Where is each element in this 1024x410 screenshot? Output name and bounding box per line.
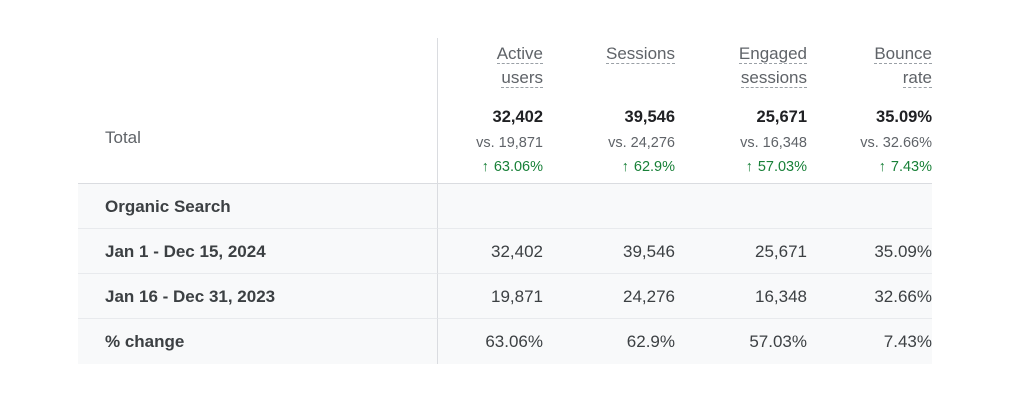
row-value: 19,871	[438, 274, 543, 319]
row-value: 7.43%	[807, 319, 932, 364]
row-value: 16,348	[675, 274, 807, 319]
metric-column-bounce-rate: Bounce rate 35.09% vs. 32.66% ↑ 7.43%	[807, 38, 932, 184]
metric-change-value: 7.43%	[890, 159, 932, 175]
metric-change: ↑ 57.03%	[675, 157, 807, 177]
total-cell: Total	[78, 38, 438, 184]
table-header: Total Active users 32,402 vs. 19,871 ↑ 63…	[78, 38, 946, 184]
metric-header-active-users[interactable]: Active users	[438, 38, 543, 94]
row-value	[807, 184, 932, 229]
metric-header-engaged-sessions[interactable]: Engaged sessions	[675, 38, 807, 94]
metric-total-value: 25,671	[756, 108, 807, 126]
metric-comparison-value: vs. 24,276	[608, 135, 675, 151]
row-value: 25,671	[675, 229, 807, 274]
metric-column-active-users: Active users 32,402 vs. 19,871 ↑ 63.06%	[438, 38, 543, 184]
row-value: 35.09%	[807, 229, 932, 274]
row-value: 39,546	[543, 229, 675, 274]
table-row: Jan 16 - Dec 31, 2023 19,871 24,276 16,3…	[78, 274, 946, 319]
metric-change-value: 62.9%	[633, 159, 675, 175]
row-value	[543, 184, 675, 229]
row-value: 32,402	[438, 229, 543, 274]
table-row: Jan 1 - Dec 15, 2024 32,402 39,546 25,67…	[78, 229, 946, 274]
row-label: % change	[78, 319, 438, 364]
arrow-up-icon: ↑	[481, 159, 489, 175]
metric-title-line1: Active	[496, 44, 543, 64]
table-row: % change 63.06% 62.9% 57.03% 7.43%	[78, 319, 946, 364]
row-value: 32.66%	[807, 274, 932, 319]
metric-title-line2: rate	[902, 68, 932, 88]
row-label: Organic Search	[78, 184, 438, 229]
metric-comparison-value: vs. 19,871	[476, 135, 543, 151]
metric-change: ↑ 62.9%	[543, 157, 675, 177]
row-value	[675, 184, 807, 229]
row-value: 57.03%	[675, 319, 807, 364]
row-value: 24,276	[543, 274, 675, 319]
metric-total-value: 35.09%	[876, 108, 932, 126]
metric-change-value: 57.03%	[757, 159, 807, 175]
metric-title-line1: Bounce	[874, 44, 932, 64]
metric-column-engaged-sessions: Engaged sessions 25,671 vs. 16,348 ↑ 57.0…	[675, 38, 807, 184]
table-row: Organic Search	[78, 184, 946, 229]
arrow-up-icon: ↑	[878, 159, 886, 175]
row-value: 62.9%	[543, 319, 675, 364]
metric-total-value: 32,402	[492, 108, 543, 126]
metric-header-bounce-rate[interactable]: Bounce rate	[807, 38, 932, 94]
metric-title-line2: sessions	[740, 68, 807, 88]
metric-change: ↑ 7.43%	[807, 157, 932, 177]
comparison-report-table: Total Active users 32,402 vs. 19,871 ↑ 63…	[78, 38, 946, 364]
metric-total-value: 39,546	[624, 108, 675, 126]
row-value	[438, 184, 543, 229]
arrow-up-icon: ↑	[621, 159, 629, 175]
metric-column-sessions: Sessions 39,546 vs. 24,276 ↑ 62.9%	[543, 38, 675, 184]
row-label: Jan 16 - Dec 31, 2023	[78, 274, 438, 319]
metric-title-line1: Sessions	[606, 44, 675, 64]
metric-comparison-value: vs. 32.66%	[860, 135, 932, 151]
metric-header-sessions[interactable]: Sessions	[543, 38, 675, 94]
metric-title-line1: Engaged	[738, 44, 807, 64]
row-label: Jan 1 - Dec 15, 2024	[78, 229, 438, 274]
metric-title-line2: users	[501, 68, 543, 88]
total-label: Total	[105, 128, 141, 147]
metric-comparison-value: vs. 16,348	[740, 135, 807, 151]
row-value: 63.06%	[438, 319, 543, 364]
metric-change: ↑ 63.06%	[438, 157, 543, 177]
arrow-up-icon: ↑	[745, 159, 753, 175]
metric-change-value: 63.06%	[493, 159, 543, 175]
